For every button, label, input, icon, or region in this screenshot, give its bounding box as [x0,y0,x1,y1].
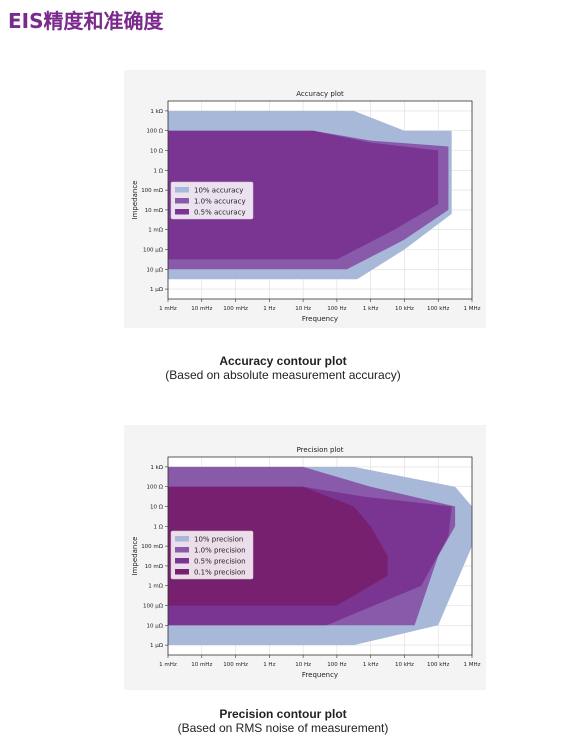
legend-box [170,530,254,580]
y-tick-label: 1 mΩ [148,584,163,590]
accuracy-caption: Accuracy contour plot (Based on absolute… [0,354,566,382]
region-0-5-accuracy [168,130,439,260]
y-tick-label: 100 mΩ [141,188,163,194]
y-tick-label: 10 mΩ [145,564,163,570]
x-tick-label: 1 Hz [263,662,275,668]
y-tick-label: 10 μΩ [147,623,163,629]
legend-label: 0.5% precision [194,558,246,566]
legend-swatch [175,198,189,204]
legend-swatch [175,569,189,575]
legend-swatch [175,536,189,542]
accuracy-chart-panel: 1 mHz 10 mHz 100 mHz 1 Hz 10 Hz 100 Hz 1 kHz 10… [124,70,486,328]
page-title: EIS精度和准确度 [8,9,164,33]
x-axis-label: Frequency [302,315,338,323]
legend-swatch [175,209,189,215]
accuracy-caption-subtitle: (Based on absolute measurement accuracy) [165,368,401,382]
y-tick-label: 1 μΩ [150,643,163,649]
x-tick-label: 10 mHz [191,662,212,668]
legend-box [170,181,254,220]
y-tick-label: 10 μΩ [147,267,163,273]
precision-caption-title: Precision contour plot [219,707,347,721]
x-tick-label: 100 kHz [427,306,450,312]
y-tick-label: 1 Ω [154,168,163,174]
y-tick-label: 100 mΩ [141,544,163,550]
accuracy-chart: 1 mHz 10 mHz 100 mHz 1 Hz 10 Hz 100 Hz 1 kHz 10… [131,90,481,323]
y-tick-label: 10 mΩ [145,208,163,214]
legend-label: 0.5% accuracy [194,209,246,217]
legend-label: 1.0% accuracy [194,198,246,206]
y-tick-label: 100 Ω [147,485,163,491]
x-axis-label: Frequency [302,671,338,679]
x-tick-label: 1 MHz [463,662,480,668]
axes-frame [167,100,473,300]
legend-swatch [175,187,189,193]
x-tick-label: 10 kHz [395,306,414,312]
x-tick-label: 10 Hz [295,662,311,668]
x-tick-label: 10 kHz [395,662,414,668]
x-tick-label: 1 kHz [363,306,379,312]
y-tick-label: 10 Ω [150,505,163,511]
y-tick-label: 100 Ω [147,129,163,135]
legend-label: 10% precision [194,536,243,544]
x-tick-label: 1 kHz [363,662,379,668]
precision-caption: Precision contour plot (Based on RMS noi… [0,707,566,735]
legend-swatch [175,558,189,564]
x-tick-label: 100 mHz [223,662,248,668]
y-tick-label: 1 kΩ [150,109,163,115]
precision-chart: 1 mHz 10 mHz 100 mHz 1 Hz 10 Hz 100 Hz 1 kHz 10… [131,446,481,679]
y-tick-label: 1 Ω [154,524,163,530]
chart-title: Precision plot [297,446,344,454]
x-tick-label: 100 Hz [327,306,346,312]
x-tick-label: 1 MHz [463,306,480,312]
x-tick-label: 1 mHz [159,306,177,312]
y-axis-label: Impedance [131,537,139,576]
legend-label: 0.1% precision [194,569,246,577]
y-tick-label: 10 Ω [150,149,163,155]
legend-label: 10% accuracy [194,187,243,195]
axes-frame [167,456,473,656]
precision-chart-panel: 1 mHz 10 mHz 100 mHz 1 Hz 10 Hz 100 Hz 1 kHz 10… [124,425,486,690]
x-tick-label: 1 Hz [263,306,275,312]
x-tick-label: 100 Hz [327,662,346,668]
y-tick-label: 1 kΩ [150,465,163,471]
y-tick-label: 1 mΩ [148,228,163,234]
y-tick-label: 1 μΩ [150,287,163,293]
accuracy-caption-title: Accuracy contour plot [219,354,347,368]
y-axis-label: Impedance [131,181,139,220]
x-tick-label: 10 Hz [295,306,311,312]
legend-label: 1.0% precision [194,547,246,555]
y-tick-label: 100 μΩ [143,248,163,254]
legend-swatch [175,547,189,553]
x-tick-label: 10 mHz [191,306,212,312]
chart-title: Accuracy plot [296,90,344,98]
x-tick-label: 100 kHz [427,662,450,668]
x-tick-label: 1 mHz [159,662,177,668]
y-tick-label: 100 μΩ [143,604,163,610]
x-tick-label: 100 mHz [223,306,248,312]
precision-caption-subtitle: (Based on RMS noise of measurement) [177,721,389,735]
